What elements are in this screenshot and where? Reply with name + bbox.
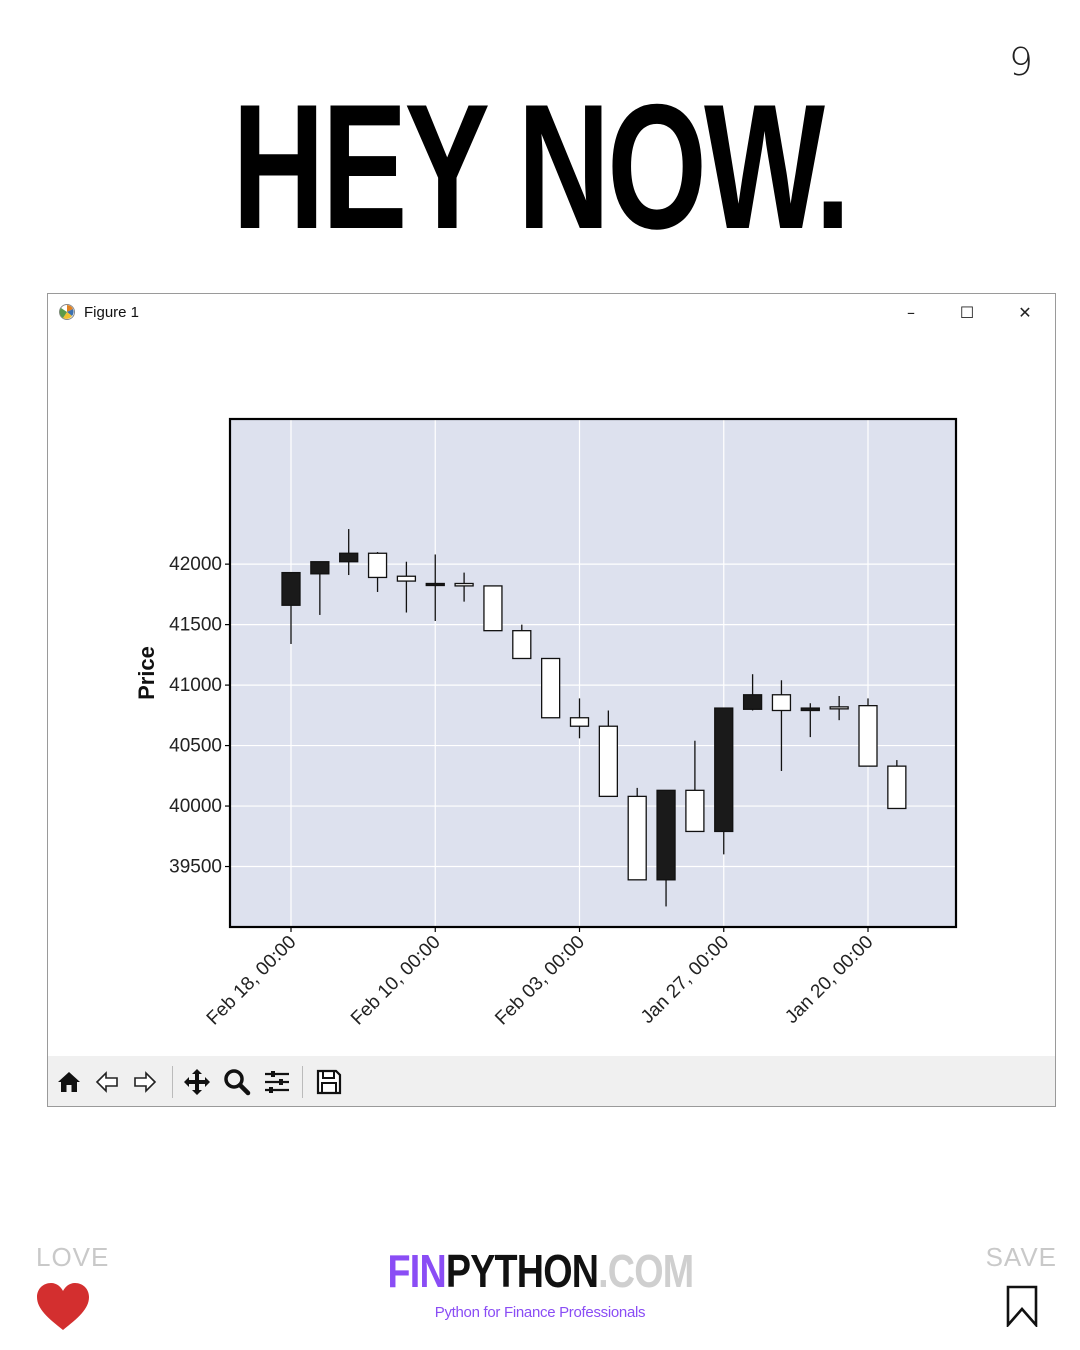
candle-body — [715, 708, 733, 831]
candle-body — [542, 658, 560, 717]
pan-icon — [183, 1068, 211, 1096]
forward-icon — [132, 1070, 158, 1094]
candle-body — [859, 706, 877, 766]
candle-body — [340, 553, 358, 561]
candlestick-chart: 39500 40000 40500 41000 41500 42000 Feb 18, 00… — [48, 330, 1055, 1056]
y-axis-label: Price — [134, 646, 159, 700]
candle-body — [888, 766, 906, 808]
home-icon — [56, 1070, 82, 1094]
candle-body — [772, 695, 790, 711]
candle-body — [628, 796, 646, 879]
candle-body — [369, 553, 387, 577]
plot-canvas[interactable]: 39500 40000 40500 41000 41500 42000 Feb 18, 00… — [48, 330, 1055, 1056]
page-number: 9 — [1009, 40, 1033, 84]
candle-body — [599, 726, 617, 796]
y-tick-label: 41500 — [169, 615, 222, 636]
close-icon: ✕ — [1018, 303, 1031, 322]
y-tick-label: 42000 — [169, 554, 222, 575]
save-figure-button[interactable] — [312, 1066, 346, 1098]
brand-logo: FINPYTHON.COM — [0, 1248, 1080, 1294]
forward-button[interactable] — [128, 1066, 162, 1098]
candle-body — [455, 583, 473, 585]
navigation-toolbar — [48, 1056, 1055, 1106]
brand-tagline: Python for Finance Professionals — [0, 1304, 1080, 1321]
back-icon — [94, 1070, 120, 1094]
candle-body — [311, 562, 329, 574]
minimize-icon: – — [907, 303, 915, 322]
candle-body — [571, 718, 589, 726]
zoom-button[interactable] — [220, 1066, 254, 1098]
x-tick-label: Jan 20, 00:00 — [781, 932, 877, 1028]
home-button[interactable] — [52, 1066, 86, 1098]
candle-body — [484, 586, 502, 631]
x-tick-label: Feb 18, 00:00 — [203, 932, 301, 1030]
toolbar-separator — [172, 1066, 173, 1098]
brand-com: .COM — [598, 1245, 693, 1297]
minimize-button[interactable]: – — [891, 298, 931, 326]
bookmark-icon[interactable] — [1005, 1285, 1039, 1327]
y-tick-label: 39500 — [169, 857, 222, 878]
y-tick-label: 40000 — [169, 796, 222, 817]
x-tick-label: Feb 03, 00:00 — [491, 932, 589, 1030]
window-titlebar[interactable]: Figure 1 – ☐ ✕ — [48, 294, 1055, 330]
candle-body — [397, 576, 415, 581]
candle-body — [801, 708, 819, 710]
candle-body — [513, 631, 531, 659]
matplotlib-app-icon — [58, 303, 76, 321]
candle-body — [426, 583, 444, 585]
maximize-button[interactable]: ☐ — [947, 298, 987, 326]
maximize-icon: ☐ — [960, 303, 974, 322]
figure-window: Figure 1 – ☐ ✕ 39500 40000 40500 41000 41500… — [47, 293, 1056, 1107]
candle-body — [282, 573, 300, 606]
y-tick-label: 41000 — [169, 675, 222, 696]
candle-body — [657, 790, 675, 880]
zoom-icon — [223, 1068, 251, 1096]
y-tick-label: 40500 — [169, 736, 222, 757]
configure-subplots-button[interactable] — [260, 1066, 294, 1098]
x-tick-label: Jan 27, 00:00 — [637, 932, 733, 1028]
candle-body — [686, 790, 704, 831]
candle-body — [744, 695, 762, 710]
brand-python: PYTHON — [445, 1245, 597, 1297]
x-tick-label: Feb 10, 00:00 — [347, 932, 445, 1030]
brand-fin: FIN — [387, 1245, 445, 1297]
window-title: Figure 1 — [84, 304, 139, 321]
headline: HEY NOW. — [151, 78, 929, 256]
plot-background — [230, 419, 956, 927]
candle-body — [830, 707, 848, 709]
close-button[interactable]: ✕ — [1005, 298, 1045, 326]
back-button[interactable] — [90, 1066, 124, 1098]
configure-icon — [263, 1069, 291, 1095]
save-icon — [316, 1069, 342, 1095]
save-label: SAVE — [986, 1242, 1057, 1273]
pan-button[interactable] — [180, 1066, 214, 1098]
toolbar-separator — [302, 1066, 303, 1098]
